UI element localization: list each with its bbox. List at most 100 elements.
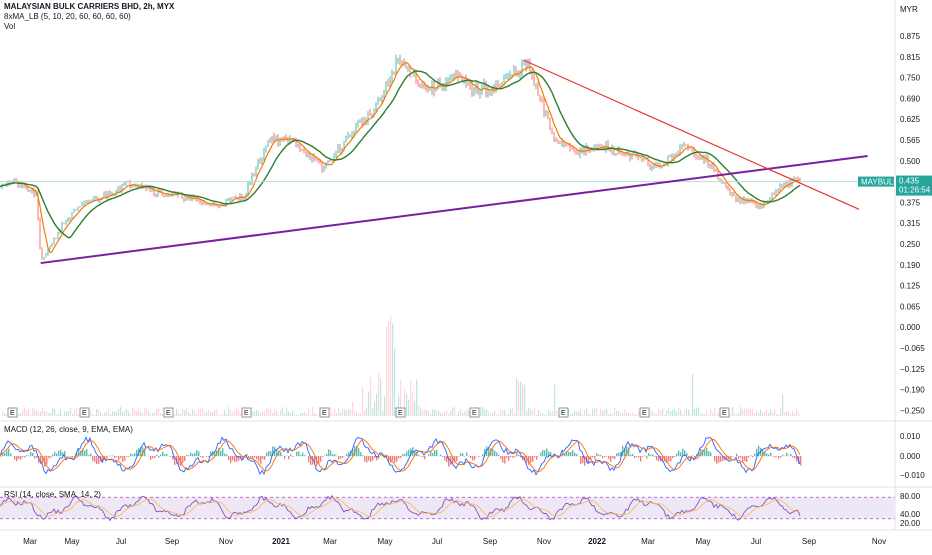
macd-histogram-bar: [320, 456, 321, 462]
volume-bar: [290, 414, 291, 416]
currency-label: MYR: [900, 5, 918, 14]
price-tick-label: −0.125: [900, 365, 925, 374]
volume-bar: [368, 391, 369, 416]
volume-bar: [286, 408, 287, 416]
volume-bar: [100, 412, 101, 416]
time-tick-label: Nov: [219, 537, 233, 546]
macd-histogram-bar: [118, 456, 119, 460]
volume-bar: [684, 410, 685, 416]
macd-histogram-bar: [406, 451, 407, 456]
macd-histogram-bar: [770, 453, 771, 456]
macd-histogram-bar: [688, 456, 689, 457]
time-tick-label: May: [64, 537, 79, 546]
earnings-marker: E: [472, 410, 477, 417]
volume-bar: [366, 408, 367, 416]
volume-bar: [68, 411, 69, 416]
macd-histogram-bar: [708, 451, 709, 456]
macd-histogram-bar: [738, 456, 739, 459]
macd-histogram-bar: [632, 454, 633, 456]
volume-bar: [202, 408, 203, 416]
macd-histogram-bar: [96, 456, 97, 464]
volume-bar: [438, 410, 439, 416]
macd-histogram-bar: [462, 454, 463, 457]
volume-bar: [356, 412, 357, 416]
volume-bar: [446, 410, 447, 416]
volume-bar: [534, 408, 535, 416]
macd-histogram-bar: [202, 456, 203, 458]
time-tick-label: Sep: [483, 537, 498, 546]
macd-histogram-bar: [530, 456, 531, 462]
symbol-label: MAYBULK: [861, 178, 899, 187]
volume-bar: [480, 407, 481, 416]
volume-bar: [782, 395, 783, 416]
macd-histogram-bar: [668, 456, 669, 462]
volume-bar: [488, 412, 489, 416]
volume-bar: [334, 409, 335, 416]
macd-histogram-bar: [290, 454, 291, 456]
macd-histogram-bar: [36, 456, 37, 458]
price-tick-label: 0.565: [900, 136, 921, 145]
rsi-label: RSI (14, close, SMA, 14, 2): [4, 490, 101, 500]
macd-histogram-bar: [610, 456, 611, 462]
volume-bar: [604, 409, 605, 416]
volume-bar: [154, 412, 155, 416]
volume-bar: [422, 410, 423, 416]
rsi-tick-label: 80.00: [900, 492, 921, 501]
macd-histogram-bar: [22, 456, 23, 457]
macd-histogram-bar: [286, 456, 287, 457]
macd-histogram-bar: [58, 451, 59, 456]
macd-histogram-bar: [6, 450, 7, 456]
volume-bar: [36, 410, 37, 416]
volume-bar: [190, 414, 191, 416]
macd-histogram-bar: [652, 455, 653, 457]
volume-bar: [60, 409, 61, 416]
volume-bar: [188, 412, 189, 416]
volume-bar: [228, 407, 229, 416]
volume-bar: [318, 414, 319, 416]
volume-bar: [662, 409, 663, 416]
macd-histogram-bar: [598, 455, 599, 457]
volume-bar: [522, 384, 523, 416]
macd-histogram-bar: [742, 456, 743, 461]
macd-histogram-bar: [656, 456, 657, 460]
volume-bar: [344, 409, 345, 416]
macd-histogram-bar: [514, 456, 515, 457]
macd-histogram-bar: [436, 450, 437, 456]
macd-histogram-bar: [230, 456, 231, 463]
volume-bar: [482, 408, 483, 416]
macd-histogram-bar: [172, 456, 173, 460]
volume-bar: [738, 413, 739, 416]
macd-histogram-bar: [478, 456, 479, 457]
volume-bar: [312, 407, 313, 416]
macd-histogram-bar: [304, 455, 305, 456]
macd-histogram-bar: [328, 449, 329, 456]
volume-bar: [292, 410, 293, 416]
macd-histogram-bar: [788, 456, 789, 457]
volume-bar: [740, 407, 741, 416]
volume-bar: [556, 410, 557, 416]
volume-bar: [498, 413, 499, 416]
macd-histogram-bar: [430, 451, 431, 456]
volume-bar: [490, 414, 491, 416]
macd-histogram-bar: [284, 456, 285, 459]
volume-bar: [258, 411, 259, 416]
macd-histogram-bar: [288, 456, 289, 459]
volume-bar: [602, 411, 603, 416]
macd-histogram-bar: [330, 451, 331, 457]
volume-bar: [676, 412, 677, 416]
macd-histogram-bar: [126, 456, 127, 457]
macd-histogram-bar: [188, 455, 189, 456]
macd-histogram-bar: [754, 454, 755, 457]
volume-bar: [784, 412, 785, 416]
volume-bar: [504, 410, 505, 416]
rsi-legend: RSI (14, close, SMA, 14, 2): [4, 490, 101, 500]
macd-histogram-bar: [4, 453, 5, 456]
macd-histogram-bar: [254, 456, 255, 458]
volume-bar: [48, 413, 49, 416]
volume-bar: [382, 411, 383, 416]
ma-indicator-label: 8xMA_LB (5, 10, 20, 60, 60, 60, 60): [4, 12, 174, 22]
volume-bar: [176, 409, 177, 416]
support-trendline: [41, 156, 868, 263]
